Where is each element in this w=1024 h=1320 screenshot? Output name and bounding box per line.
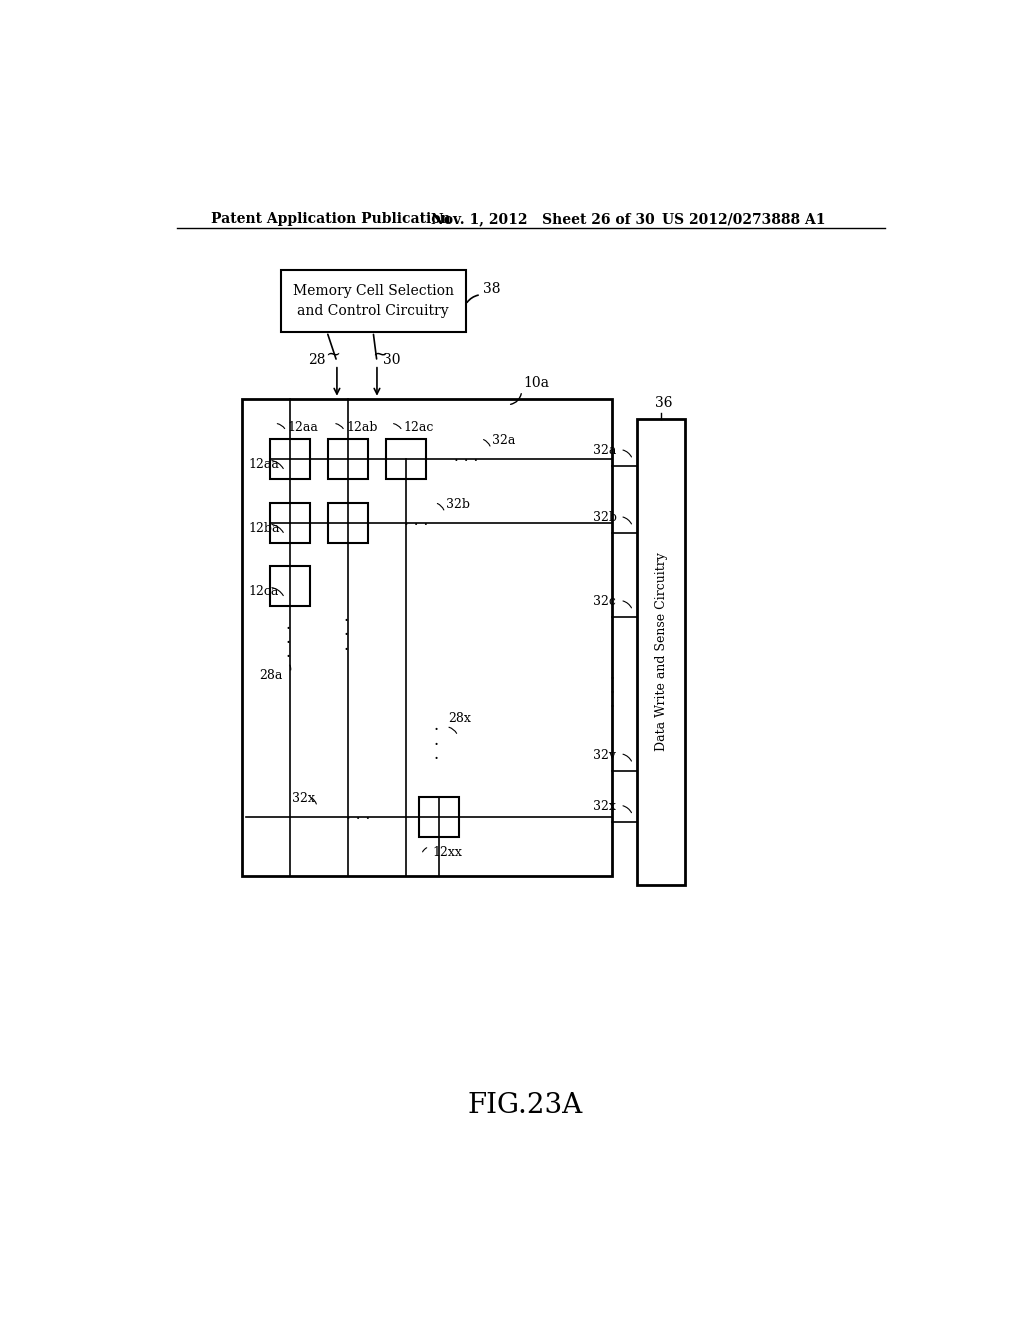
Bar	[386, 438, 426, 479]
Text: 32a: 32a	[493, 434, 516, 446]
Text: 12aa: 12aa	[288, 421, 318, 434]
Text: ·
·
·: · · ·	[433, 722, 439, 768]
Text: 12ca: 12ca	[249, 585, 279, 598]
Text: 32x: 32x	[593, 800, 615, 813]
Text: 12ac: 12ac	[403, 421, 434, 434]
Text: 28: 28	[307, 354, 326, 367]
Text: Memory Cell Selection
and Control Circuitry: Memory Cell Selection and Control Circui…	[293, 284, 454, 318]
Bar	[270, 438, 310, 479]
Text: 32b: 32b	[593, 511, 616, 524]
Text: 28a: 28a	[259, 669, 283, 682]
Bar	[270, 566, 310, 606]
Bar	[281, 271, 466, 331]
Bar	[243, 399, 611, 876]
Text: · · ·: · · ·	[454, 454, 478, 469]
Bar	[329, 438, 369, 479]
Text: 36: 36	[655, 396, 673, 411]
Text: 12aa: 12aa	[249, 458, 280, 471]
Text: ∼: ∼	[325, 346, 340, 364]
Text: 32v: 32v	[593, 748, 615, 762]
Text: Patent Application Publication: Patent Application Publication	[211, 213, 451, 226]
Text: 32c: 32c	[593, 595, 615, 609]
Text: Data Write and Sense Circuitry: Data Write and Sense Circuitry	[654, 552, 668, 751]
Bar	[419, 797, 459, 837]
Text: 32a: 32a	[593, 445, 615, 458]
Text: ·
·
·: · · ·	[285, 620, 290, 667]
Text: 38: 38	[483, 282, 501, 296]
Text: ·
·
·: · · ·	[343, 612, 349, 659]
Text: 30: 30	[383, 354, 400, 367]
Text: 10a: 10a	[523, 376, 549, 391]
Bar	[270, 503, 310, 543]
Text: Nov. 1, 2012   Sheet 26 of 30: Nov. 1, 2012 Sheet 26 of 30	[431, 213, 654, 226]
Bar	[329, 503, 369, 543]
Text: 28x: 28x	[447, 713, 471, 726]
Text: ·
·
·: · · ·	[610, 671, 615, 717]
Text: ∼: ∼	[373, 346, 387, 364]
Bar	[637, 418, 685, 884]
Text: · · ·: · · ·	[346, 812, 371, 826]
Text: 12ab: 12ab	[346, 421, 378, 434]
Text: 12ba: 12ba	[249, 523, 280, 536]
Text: · · ·: · · ·	[403, 517, 428, 532]
Text: 32b: 32b	[446, 498, 470, 511]
Text: 32x: 32x	[292, 792, 315, 805]
Text: US 2012/0273888 A1: US 2012/0273888 A1	[662, 213, 825, 226]
Text: FIG.23A: FIG.23A	[467, 1092, 583, 1119]
Text: 12xx: 12xx	[432, 846, 462, 859]
